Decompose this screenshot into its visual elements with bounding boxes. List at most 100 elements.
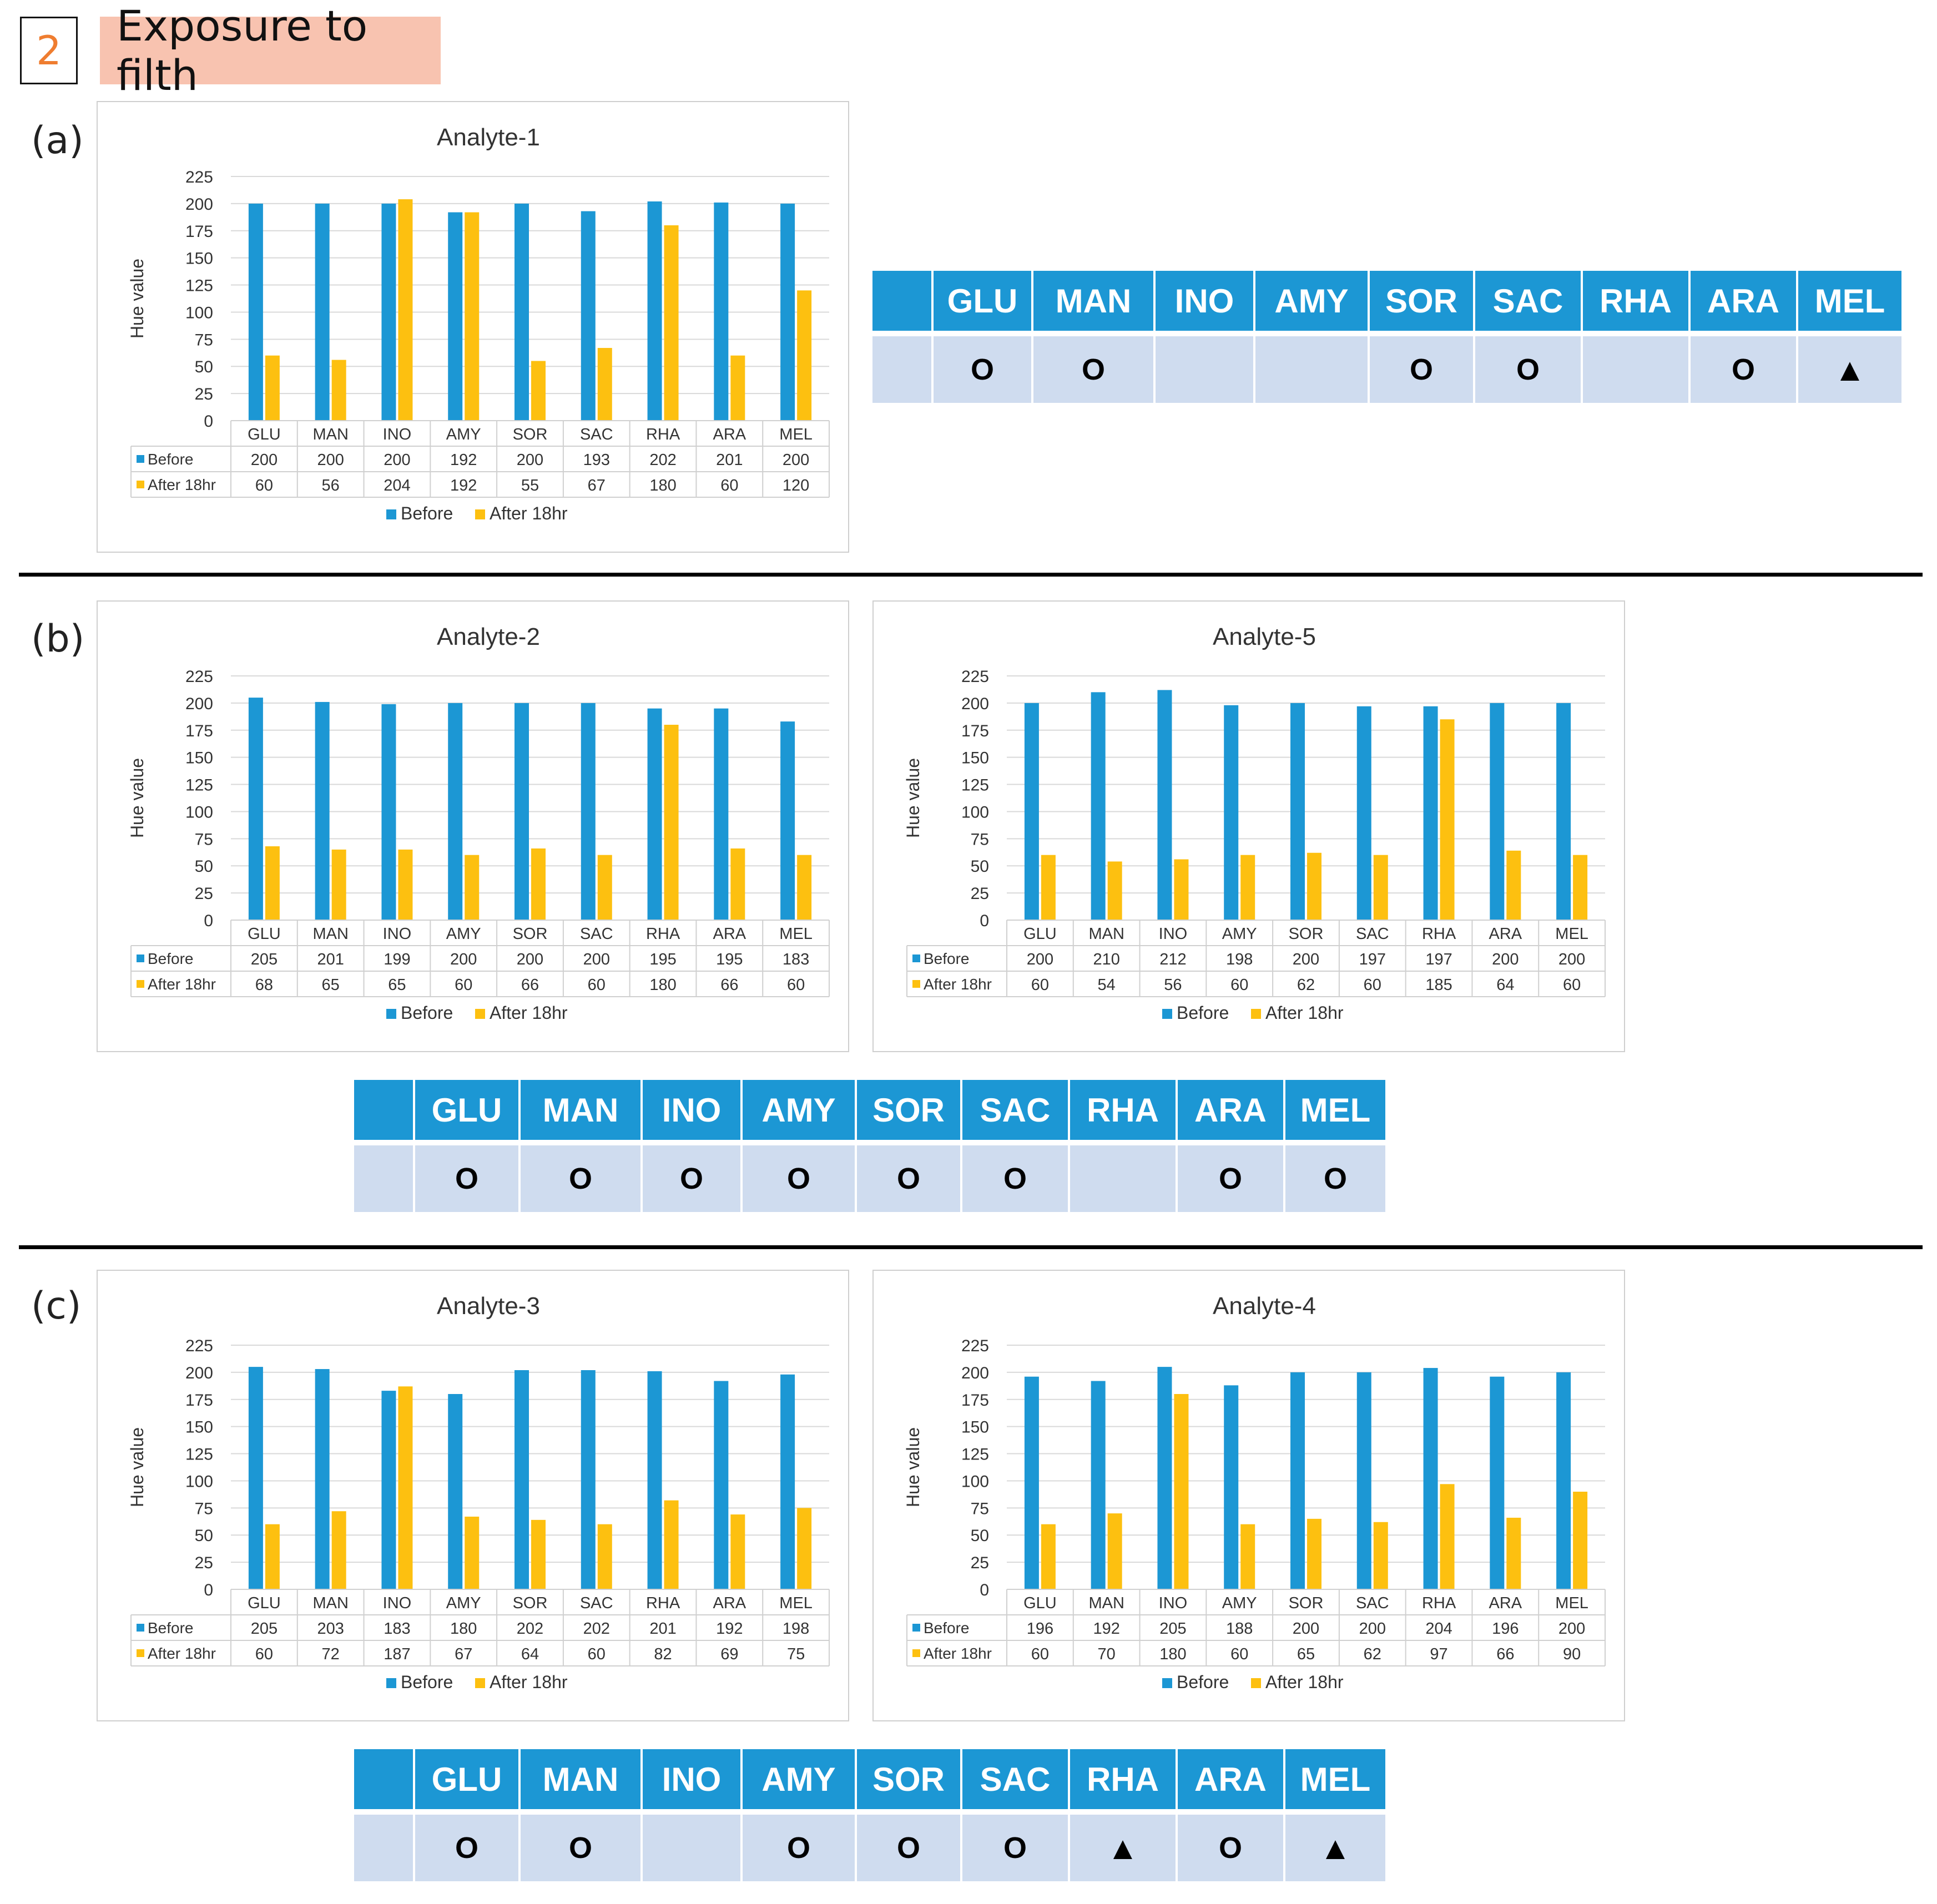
data-label: 66 — [720, 976, 738, 994]
data-label: 60 — [787, 976, 805, 994]
bar-after-rha — [1440, 1484, 1455, 1589]
data-label: 183 — [783, 951, 809, 968]
data-label: 200 — [1359, 1620, 1386, 1638]
legend-key-before — [137, 455, 144, 463]
series-row-label: Before — [924, 950, 970, 967]
table-header-mel: MEL — [1285, 1080, 1388, 1145]
table-header-ino: INO — [643, 1749, 743, 1815]
table-header-sac: SAC — [1475, 271, 1583, 336]
x-tick-label: MEL — [1555, 925, 1588, 943]
table-result-mel: ▲ — [1285, 1815, 1388, 1881]
data-label: 60 — [1230, 976, 1248, 994]
table-result-rha — [1583, 336, 1691, 403]
x-tick-label: INO — [383, 925, 412, 943]
bar-after-amy — [465, 1516, 480, 1589]
data-label: 202 — [649, 451, 676, 469]
table-result-glu: O — [415, 1145, 521, 1212]
table-result-ino: O — [643, 1145, 743, 1212]
table-header-mel: MEL — [1798, 271, 1904, 336]
bar-before-ino — [1157, 690, 1172, 920]
data-label: 192 — [450, 477, 477, 494]
chart-title: Analyte-5 — [1213, 623, 1316, 650]
legend-key-after — [137, 980, 144, 988]
x-tick-label: ARA — [713, 1594, 746, 1612]
section-title: Exposure to filth — [100, 1, 441, 100]
data-label: 198 — [783, 1620, 809, 1638]
bar-after-ara — [730, 1514, 745, 1589]
chart-title: Analyte-3 — [437, 1292, 540, 1320]
x-tick-label: INO — [383, 1594, 412, 1612]
data-label: 196 — [1027, 1620, 1053, 1638]
y-tick-label: 200 — [961, 1364, 989, 1382]
y-tick-label: 50 — [971, 1527, 989, 1545]
bar-before-mel — [1556, 703, 1571, 920]
table-header-sor: SOR — [857, 1080, 962, 1145]
legend-key-before — [1162, 1678, 1172, 1688]
data-label: 180 — [649, 976, 676, 994]
y-tick-label: 200 — [185, 695, 213, 713]
data-label: 75 — [787, 1645, 805, 1663]
data-label: 60 — [255, 1645, 273, 1663]
chart-title: Analyte-1 — [437, 124, 540, 151]
data-label: 66 — [1496, 1645, 1514, 1663]
bar-after-man — [331, 1511, 346, 1589]
legend-key-after — [475, 1009, 485, 1019]
bar-before-mel — [1556, 1372, 1571, 1589]
bar-before-mel — [780, 721, 795, 920]
bar-before-man — [315, 1369, 330, 1589]
data-label: 192 — [450, 451, 477, 469]
data-label: 200 — [1492, 951, 1519, 968]
data-label: 60 — [455, 976, 472, 994]
x-tick-label: MAN — [312, 1594, 348, 1612]
data-label: 195 — [649, 951, 676, 968]
y-tick-label: 200 — [961, 695, 989, 713]
bar-before-mel — [780, 203, 795, 421]
y-tick-label: 50 — [195, 1527, 213, 1545]
legend-key-after — [1251, 1678, 1261, 1688]
x-tick-label: MAN — [1088, 925, 1124, 943]
data-label: 205 — [251, 951, 278, 968]
y-tick-label: 175 — [961, 1391, 989, 1410]
data-label: 198 — [1226, 951, 1253, 968]
y-tick-label: 150 — [961, 1418, 989, 1437]
chart-title: Analyte-4 — [1213, 1292, 1316, 1320]
data-label: 192 — [716, 1620, 743, 1638]
x-tick-label: ARA — [713, 925, 746, 943]
x-tick-label: MEL — [779, 426, 813, 443]
data-label: 62 — [1364, 1645, 1381, 1663]
data-label: 200 — [317, 451, 344, 469]
table-header-amy: AMY — [743, 1080, 857, 1145]
data-label: 65 — [322, 976, 340, 994]
data-label: 200 — [1293, 951, 1319, 968]
bar-after-glu — [1041, 1524, 1056, 1589]
data-label: 180 — [649, 477, 676, 494]
y-tick-label: 150 — [185, 250, 213, 268]
table-result-man: O — [521, 1145, 643, 1212]
bar-after-amy — [465, 212, 480, 421]
data-label: 180 — [450, 1620, 477, 1638]
y-tick-label: 225 — [185, 1337, 213, 1355]
y-tick-label: 0 — [980, 912, 989, 930]
bar-after-ino — [398, 849, 413, 920]
bar-before-glu — [1024, 703, 1039, 920]
legend-label-before: Before — [1177, 1003, 1229, 1023]
data-label: 72 — [322, 1645, 340, 1663]
bar-before-ino — [381, 203, 396, 421]
data-label: 60 — [1031, 1645, 1049, 1663]
bar-after-glu — [1041, 855, 1056, 920]
y-tick-label: 75 — [195, 1499, 213, 1518]
y-tick-label: 125 — [185, 1446, 213, 1464]
series-row-label: Before — [924, 1619, 970, 1637]
bar-before-amy — [1224, 705, 1239, 920]
data-label: 97 — [1430, 1645, 1447, 1663]
bar-before-rha — [647, 1371, 662, 1589]
bar-after-sor — [531, 848, 546, 920]
chart-analyte-2: Analyte-2 Hue value 0 25 50 75 100 125 150 175 200… — [97, 600, 849, 1052]
data-label: 187 — [384, 1645, 410, 1663]
y-tick-label: 175 — [185, 1391, 213, 1410]
result-table-c: GLU MAN INO AMY SOR SAC RHA ARA MEL O O O O O ▲ O ▲ — [354, 1749, 1388, 1881]
data-label: 60 — [588, 976, 606, 994]
x-tick-label: RHA — [646, 426, 680, 443]
y-tick-label: 75 — [195, 830, 213, 849]
data-label: 69 — [720, 1645, 738, 1663]
